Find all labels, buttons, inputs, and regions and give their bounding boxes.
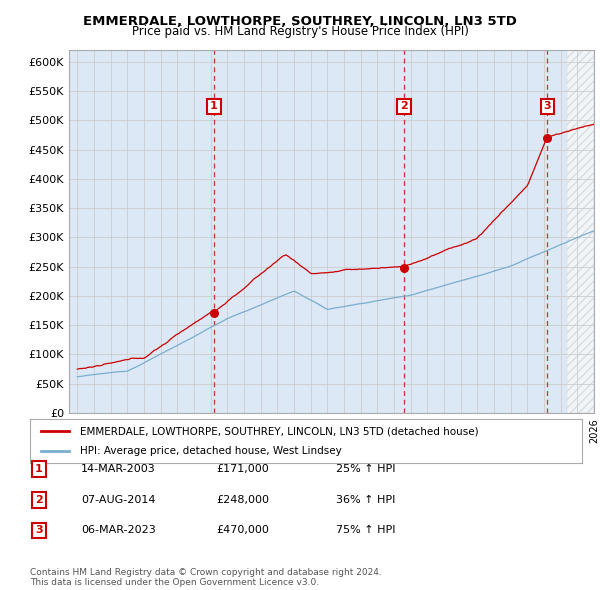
Text: EMMERDALE, LOWTHORPE, SOUTHREY, LINCOLN, LN3 5TD: EMMERDALE, LOWTHORPE, SOUTHREY, LINCOLN,… xyxy=(83,15,517,28)
Text: Contains HM Land Registry data © Crown copyright and database right 2024.
This d: Contains HM Land Registry data © Crown c… xyxy=(30,568,382,587)
Text: 1: 1 xyxy=(210,101,218,112)
Text: 1: 1 xyxy=(35,464,43,474)
Text: 36% ↑ HPI: 36% ↑ HPI xyxy=(336,495,395,504)
Text: 25% ↑ HPI: 25% ↑ HPI xyxy=(336,464,395,474)
Bar xyxy=(568,50,594,413)
Text: 06-MAR-2023: 06-MAR-2023 xyxy=(81,526,156,535)
Text: 14-MAR-2003: 14-MAR-2003 xyxy=(81,464,156,474)
Text: 2: 2 xyxy=(400,101,408,112)
Text: £470,000: £470,000 xyxy=(216,526,269,535)
Text: 2: 2 xyxy=(35,495,43,504)
Text: £171,000: £171,000 xyxy=(216,464,269,474)
Text: 07-AUG-2014: 07-AUG-2014 xyxy=(81,495,155,504)
Text: 75% ↑ HPI: 75% ↑ HPI xyxy=(336,526,395,535)
Text: Price paid vs. HM Land Registry's House Price Index (HPI): Price paid vs. HM Land Registry's House … xyxy=(131,25,469,38)
Point xyxy=(542,133,552,143)
Text: £248,000: £248,000 xyxy=(216,495,269,504)
Point xyxy=(399,263,409,273)
Bar xyxy=(568,50,594,413)
Text: HPI: Average price, detached house, West Lindsey: HPI: Average price, detached house, West… xyxy=(80,446,341,455)
Text: EMMERDALE, LOWTHORPE, SOUTHREY, LINCOLN, LN3 5TD (detached house): EMMERDALE, LOWTHORPE, SOUTHREY, LINCOLN,… xyxy=(80,427,478,436)
Text: 3: 3 xyxy=(544,101,551,112)
Point xyxy=(209,308,219,317)
Text: 3: 3 xyxy=(35,526,43,535)
